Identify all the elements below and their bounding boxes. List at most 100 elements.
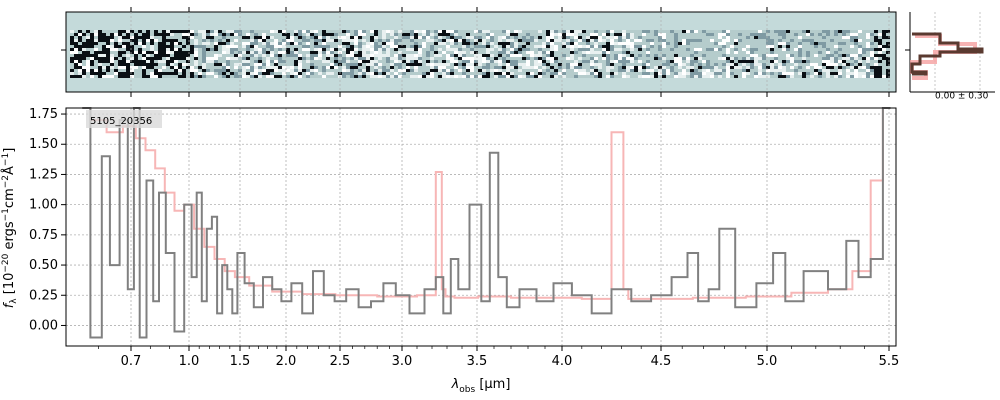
spectrum-2d-pixel — [518, 30, 522, 33]
spectrum-2d-pixel — [782, 51, 786, 54]
spectrum-2d-pixel — [718, 42, 722, 45]
spectrum-2d-pixel — [422, 30, 426, 33]
spectrum-2d-pixel — [366, 54, 370, 57]
spectrum-2d-pixel — [398, 69, 402, 72]
spectrum-2d-pixel — [450, 45, 454, 48]
spectrum-2d-pixel — [462, 30, 466, 33]
spectrum-2d-pixel — [806, 66, 810, 69]
spectrum-2d-pixel — [474, 36, 478, 39]
spectrum-2d-pixel — [94, 72, 98, 75]
spectrum-2d-pixel — [526, 63, 530, 66]
spectrum-2d-pixel — [390, 51, 394, 54]
spectrum-2d-pixel — [558, 60, 562, 63]
spectrum-2d-pixel — [430, 45, 434, 48]
spectrum-2d-pixel — [418, 54, 422, 57]
spectrum-2d-pixel — [178, 75, 182, 78]
spectrum-2d-pixel — [386, 66, 390, 69]
spectrum-2d-pixel — [830, 51, 834, 54]
spectrum-2d-pixel — [882, 36, 886, 39]
spectrum-2d-pixel — [746, 30, 750, 33]
spectrum-2d-pixel — [282, 51, 286, 54]
spectrum-2d-pixel — [542, 45, 546, 48]
spectrum-2d-pixel — [638, 63, 642, 66]
spectrum-2d-pixel — [470, 75, 474, 78]
spectrum-2d-pixel — [650, 30, 654, 33]
spectrum-2d-pixel — [774, 36, 778, 39]
spectrum-2d-pixel — [190, 51, 194, 54]
spectrum-2d-pixel — [506, 45, 510, 48]
spectrum-2d-pixel — [294, 39, 298, 42]
spectrum-2d-pixel — [778, 75, 782, 78]
spectrum-2d-pixel — [106, 63, 110, 66]
spectrum-2d-pixel — [330, 60, 334, 63]
spectrum-2d-pixel — [666, 51, 670, 54]
spectrum-2d-pixel — [386, 60, 390, 63]
spectrum-2d-pixel — [182, 36, 186, 39]
spectrum-2d-pixel — [694, 45, 698, 48]
spectrum-2d-pixel — [714, 39, 718, 42]
spectrum-2d-pixel — [726, 75, 730, 78]
spectrum-2d-pixel — [370, 51, 374, 54]
spectrum-2d-pixel — [402, 42, 406, 45]
spectrum-2d-pixel — [462, 69, 466, 72]
spectrum-2d-pixel — [118, 60, 122, 63]
spectrum-2d-pixel — [766, 54, 770, 57]
spectrum-2d-pixel — [350, 75, 354, 78]
spectrum-2d-pixel — [682, 33, 686, 36]
spectrum-2d-pixel — [810, 45, 814, 48]
spectrum-2d-pixel — [814, 39, 818, 42]
spectrum-2d-pixel — [258, 60, 262, 63]
spectrum-2d-pixel — [726, 69, 730, 72]
spectrum-2d-pixel — [562, 69, 566, 72]
spectrum-2d-pixel — [166, 72, 170, 75]
spectrum-2d-pixel — [298, 30, 302, 33]
spectrum-2d-pixel — [226, 75, 230, 78]
spectrum-2d-pixel — [174, 66, 178, 69]
spectrum-2d-pixel — [802, 39, 806, 42]
spectrum-2d-pixel — [118, 39, 122, 42]
spectrum-2d-pixel — [154, 36, 158, 39]
spectrum-2d-pixel — [274, 72, 278, 75]
spectrum-2d-pixel — [802, 30, 806, 33]
spectrum-2d-pixel — [122, 45, 126, 48]
spectrum-2d-pixel — [306, 75, 310, 78]
spectrum-2d-pixel — [326, 72, 330, 75]
profile-histogram-line — [910, 32, 984, 76]
spectrum-2d-pixel — [798, 33, 802, 36]
spectrum-2d-pixel — [330, 30, 334, 33]
spectrum-2d-pixel — [166, 54, 170, 57]
spectrum-2d-pixel — [858, 72, 862, 75]
spectrum-2d-pixel — [298, 33, 302, 36]
spectrum-2d-pixel — [250, 66, 254, 69]
spectrum-2d-pixel — [466, 72, 470, 75]
spectrum-2d-pixel — [374, 66, 378, 69]
spectrum-2d-pixel — [706, 60, 710, 63]
spectrum-2d-pixel — [694, 57, 698, 60]
spectrum-2d-pixel — [162, 45, 166, 48]
spectrum-2d-pixel — [834, 36, 838, 39]
spectrum-2d-pixel — [370, 30, 374, 33]
spectrum-2d-pixel — [170, 36, 174, 39]
spectrum-2d-pixel — [82, 72, 86, 75]
spectrum-2d-pixel — [742, 54, 746, 57]
spectrum-2d-pixel — [274, 75, 278, 78]
spectrum-2d-pixel — [98, 63, 102, 66]
spectrum-2d-pixel — [846, 51, 850, 54]
spectrum-2d-pixel — [138, 42, 142, 45]
spectrum-2d-pixel — [750, 45, 754, 48]
spectrum-2d-pixel — [654, 45, 658, 48]
spectrum-2d-pixel — [838, 63, 842, 66]
spectrum-2d-pixel — [786, 66, 790, 69]
spectrum-2d-pixel — [122, 75, 126, 78]
spectrum-2d-pixel — [730, 36, 734, 39]
spectrum-2d-pixel — [382, 75, 386, 78]
spectrum-2d-pixel — [158, 51, 162, 54]
spectrum-2d-pixel — [654, 57, 658, 60]
spectrum-2d-pixel — [806, 57, 810, 60]
spectrum-2d-pixel — [202, 57, 206, 60]
spectrum-2d-pixel — [618, 63, 622, 66]
spectrum-2d-pixel — [202, 60, 206, 63]
spectrum-2d-pixel — [494, 36, 498, 39]
spectrum-2d-pixel — [158, 33, 162, 36]
spectrum-2d-pixel — [494, 69, 498, 72]
